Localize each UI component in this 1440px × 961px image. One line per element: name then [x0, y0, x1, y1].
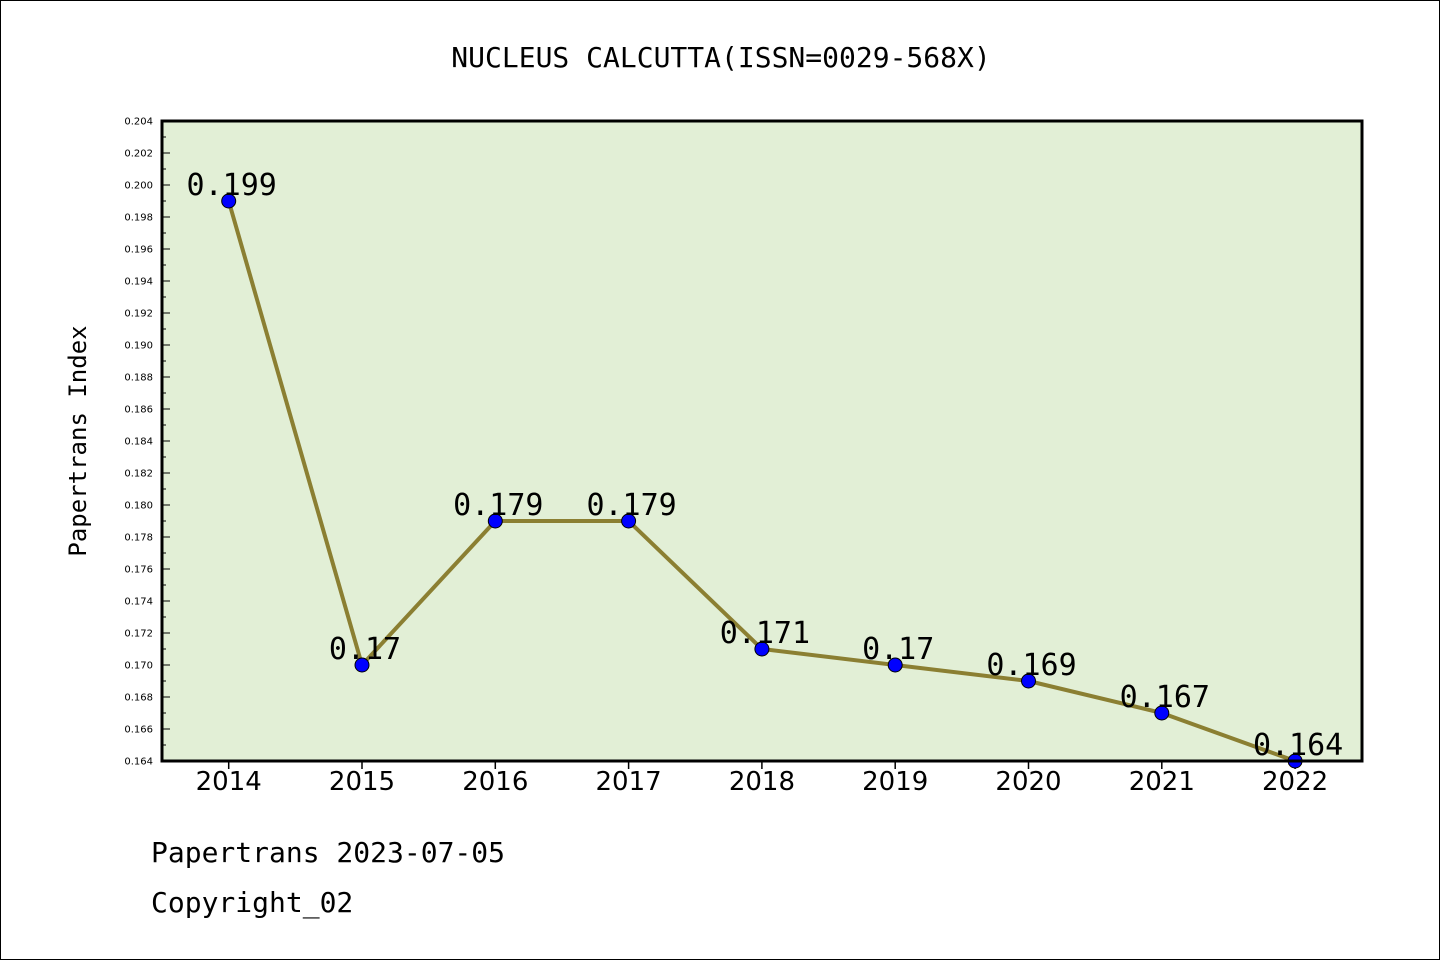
data-point — [754, 641, 770, 657]
data-label: 0.17 — [862, 632, 934, 667]
y-tick-label: 0.204 — [124, 117, 153, 128]
data-label: 0.179 — [453, 488, 543, 523]
footer-date: Papertrans 2023-07-05 — [151, 836, 506, 869]
data-label: 0.169 — [986, 648, 1076, 683]
x-tick-label: 2020 — [995, 767, 1061, 797]
y-tick-label: 0.164 — [124, 757, 153, 768]
y-tick-label: 0.188 — [124, 373, 153, 384]
y-tick-label: 0.168 — [124, 693, 153, 704]
data-markers — [221, 193, 1303, 769]
data-point — [621, 513, 637, 529]
data-labels: 0.199 0.17 0.179 0.179 0.171 0.17 0.169 0.167 0.… — [187, 168, 1344, 763]
x-tick-label: 2021 — [1129, 767, 1195, 797]
y-tick-label: 0.182 — [124, 469, 153, 480]
y-tick-label: 0.180 — [124, 501, 153, 512]
data-point — [1154, 705, 1170, 721]
x-tick-label: 2017 — [596, 767, 662, 797]
data-point — [487, 513, 503, 529]
data-point — [221, 193, 237, 209]
data-label: 0.171 — [720, 616, 810, 651]
y-tick-label: 0.178 — [124, 533, 153, 544]
x-tick-label: 2015 — [329, 767, 395, 797]
data-label: 0.164 — [1253, 728, 1343, 763]
x-tick-label: 2016 — [462, 767, 528, 797]
y-axis-label: Papertrans Index — [64, 325, 92, 556]
y-tick-label: 0.186 — [124, 405, 153, 416]
y-tick-label: 0.170 — [124, 661, 153, 672]
y-tick-label: 0.192 — [124, 309, 153, 320]
y-tick-label: 0.172 — [124, 629, 153, 640]
data-point — [1021, 673, 1036, 689]
plot-border — [160, 119, 1364, 763]
y-tick-label: 0.190 — [124, 341, 153, 352]
data-label: 0.167 — [1120, 680, 1210, 715]
y-tick-label: 0.174 — [124, 597, 153, 608]
data-point — [887, 657, 903, 673]
footer-copyright: Copyright_02 — [151, 886, 354, 919]
y-tick-label: 0.176 — [124, 565, 153, 576]
data-label: 0.199 — [187, 168, 277, 203]
y-tick-label: 0.196 — [124, 245, 153, 256]
y-tick-label: 0.184 — [124, 437, 153, 448]
y-tick-label: 0.166 — [124, 725, 153, 736]
x-tick-label: 2018 — [729, 767, 795, 797]
data-point — [354, 657, 370, 673]
data-label: 0.17 — [329, 632, 401, 667]
y-tick-label: 0.198 — [124, 213, 153, 224]
x-tick-label: 2019 — [862, 767, 928, 797]
data-label: 0.179 — [586, 488, 676, 523]
x-axis: 2014 2015 2016 2017 2018 2019 2020 2021 2022 — [196, 761, 1328, 797]
x-tick-label: 2022 — [1262, 767, 1328, 797]
y-tick-label: 0.194 — [124, 277, 153, 288]
y-tick-label: 0.202 — [124, 149, 153, 160]
y-tick-label: 0.200 — [124, 181, 153, 192]
chart-title: NUCLEUS CALCUTTA(ISSN=0029-568X) — [451, 41, 990, 74]
x-tick-label: 2014 — [196, 767, 262, 797]
